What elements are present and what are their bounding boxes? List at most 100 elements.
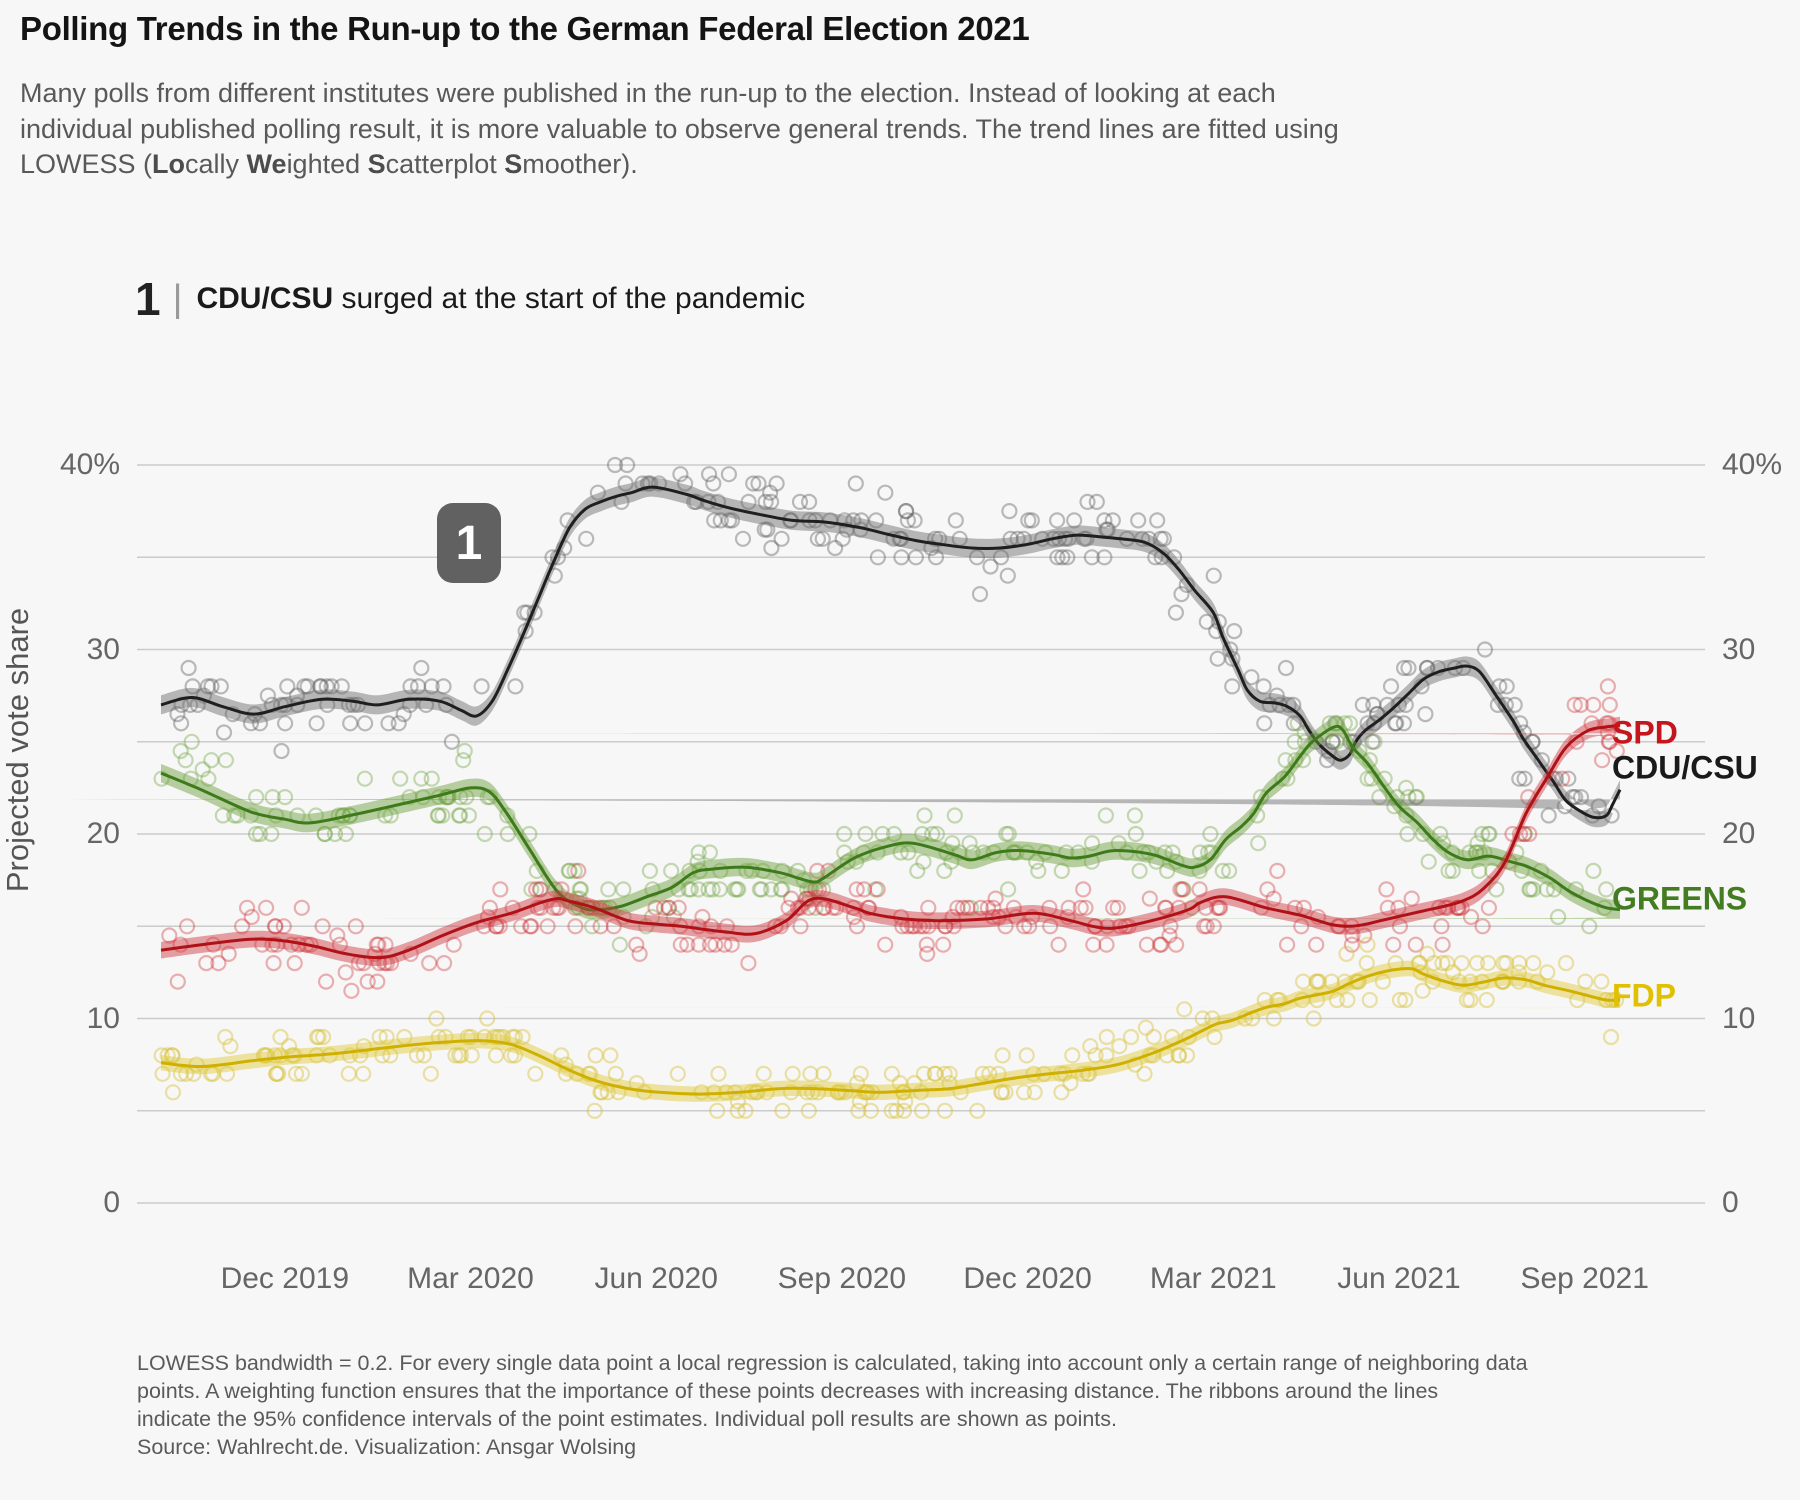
poll-point (504, 899, 521, 916)
poll-point (1476, 641, 1494, 658)
poll-point (1151, 936, 1169, 953)
poll-point (259, 687, 276, 704)
poll-point (938, 844, 955, 861)
poll-point (370, 936, 387, 953)
poll-point (593, 1084, 610, 1101)
poll-point (1026, 1084, 1043, 1101)
poll-point (836, 844, 853, 861)
poll-point (589, 484, 607, 501)
panel-header: 1 | CDU/CSU surged at the start of the pan… (135, 272, 805, 326)
poll-point (888, 1102, 905, 1119)
y-tick-left: 30 (86, 632, 120, 666)
poll-point (561, 862, 578, 880)
poll-point (218, 1065, 236, 1082)
poll-point (1085, 936, 1102, 953)
poll-point (660, 899, 677, 916)
poll-point (286, 954, 303, 972)
poll-point (311, 678, 329, 695)
poll-point (874, 825, 891, 843)
poll-point (1371, 788, 1388, 806)
poll-point (1277, 659, 1295, 677)
poll-point (1585, 862, 1602, 880)
poll-point (809, 1084, 827, 1101)
poll-point (709, 1102, 726, 1119)
poll-point (380, 715, 397, 732)
poll-point (1521, 881, 1538, 898)
poll-point (845, 899, 862, 916)
poll-point (283, 936, 300, 953)
poll-point (342, 715, 359, 732)
poll-point (570, 862, 587, 880)
trend-line (160, 724, 1621, 912)
poll-point (396, 1028, 413, 1046)
poll-point (701, 844, 719, 861)
poll-point (1521, 825, 1538, 843)
poll-point (773, 530, 790, 547)
poll-point (676, 475, 694, 492)
poll-point (258, 899, 275, 916)
poll-point (462, 1028, 480, 1046)
poll-point (1265, 1010, 1282, 1027)
poll-point (660, 899, 678, 916)
poll-point (1327, 715, 1344, 732)
poll-point (814, 530, 831, 547)
poll-point (1098, 1047, 1115, 1064)
poll-point (693, 1084, 710, 1101)
poll-point (931, 530, 948, 547)
poll-point (707, 936, 724, 953)
poll-point (460, 807, 477, 824)
poll-point (998, 825, 1015, 843)
poll-point (738, 862, 755, 880)
poll-point (751, 881, 769, 898)
poll-point (378, 1028, 395, 1046)
poll-point (1391, 918, 1409, 935)
poll-point (1001, 503, 1018, 520)
poll-point (1425, 954, 1443, 972)
poll-point (519, 604, 536, 621)
poll-point (352, 1047, 369, 1064)
poll-point (1399, 825, 1416, 843)
poll-point (1395, 715, 1413, 732)
subtitle-line: individual published polling result, it … (20, 113, 1339, 144)
poll-point (499, 825, 516, 843)
poll-point (268, 1065, 285, 1082)
x-tick: Sep 2021 (1520, 1262, 1649, 1295)
poll-point (401, 788, 418, 806)
poll-point (486, 1028, 503, 1046)
poll-point (907, 549, 925, 566)
poll-point (897, 1093, 914, 1110)
poll-point (1403, 890, 1420, 907)
poll-point (883, 1065, 901, 1082)
poll-point (1469, 835, 1486, 852)
poll-point (316, 825, 333, 843)
poll-point (273, 742, 290, 760)
poll-point (834, 530, 851, 547)
poll-point (1145, 1028, 1162, 1046)
poll-point (979, 899, 997, 916)
poll-point (312, 678, 329, 695)
poll-point (572, 881, 590, 898)
poll-point (1060, 530, 1077, 547)
poll-point (1140, 530, 1158, 547)
poll-point (663, 862, 680, 880)
poll-point (329, 927, 346, 944)
poll-point (1438, 954, 1456, 972)
poll-point (492, 881, 509, 898)
poll-point (1432, 825, 1449, 843)
poll-point (266, 1047, 284, 1064)
poll-point (491, 1028, 508, 1046)
poll-point (999, 567, 1016, 584)
poll-point (473, 678, 490, 695)
poll-point (784, 1065, 801, 1082)
poll-point (798, 1084, 816, 1101)
poll-point (482, 788, 499, 806)
poll-point (1453, 954, 1470, 972)
poll-point (909, 862, 926, 880)
poll-point (513, 918, 530, 935)
subtitle-line: Many polls from different institutes wer… (20, 78, 1276, 108)
poll-point (220, 945, 237, 963)
poll-point (172, 936, 189, 953)
poll-point (602, 1047, 619, 1064)
poll-point (1078, 530, 1095, 547)
poll-point (1191, 862, 1208, 880)
